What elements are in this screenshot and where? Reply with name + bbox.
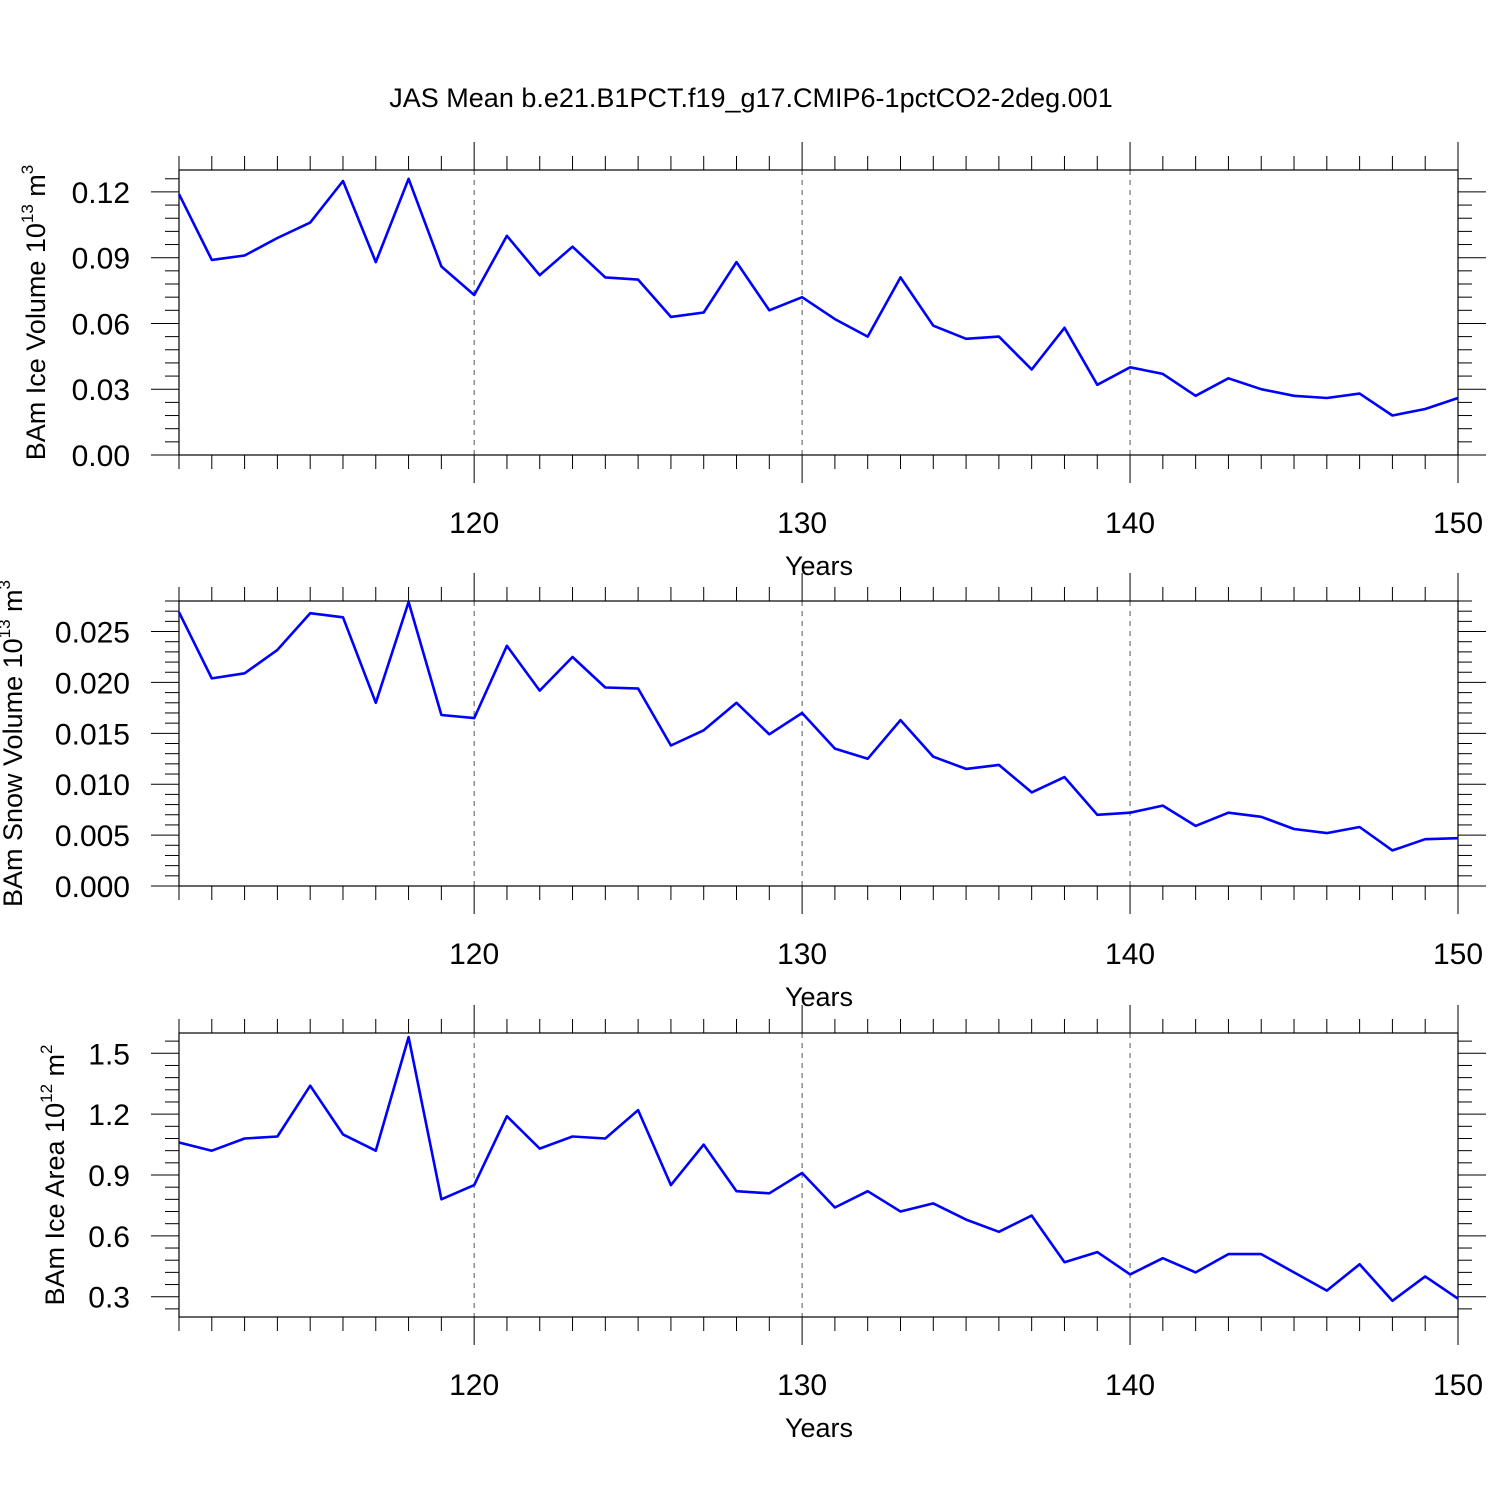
- series-line-ice-area: [178, 1035, 1459, 1303]
- x-tick-label: 140: [1105, 1369, 1155, 1402]
- x-tick-label: 150: [1433, 938, 1483, 971]
- figure-title: JAS Mean b.e21.B1PCT.f19_g17.CMIP6-1pctC…: [389, 83, 1112, 113]
- y-axis-label-unit: m: [40, 1054, 70, 1084]
- y-tick-label: 0.010: [55, 769, 130, 802]
- x-tick-label: 130: [777, 507, 827, 540]
- y-tick-label: 0.06: [72, 308, 130, 341]
- x-tick-label: 140: [1105, 507, 1155, 540]
- y-axis-label: BAm Ice Area 1012 m2: [37, 1045, 70, 1306]
- panels: 120 130 140 150 Years 0.00 0.03 0.06 0.09 0.12 BAm…: [0, 142, 1486, 1443]
- y-axis-label-main: BAm Ice Volume 10: [21, 223, 51, 460]
- y-axis-label-main: BAm Snow Volume 10: [0, 638, 28, 907]
- x-tick-label: 120: [449, 1369, 499, 1402]
- y-tick-label: 0.025: [55, 617, 130, 650]
- y-tick-label: 0.005: [55, 820, 130, 853]
- x-axis-label: Years: [785, 1413, 853, 1443]
- x-tick-label: 130: [777, 1369, 827, 1402]
- y-axis-label-unit-exp: 3: [18, 165, 37, 174]
- y-axis-label-unit: m: [21, 174, 51, 204]
- y-axis-label: BAm Snow Volume 1013 m3: [0, 580, 28, 907]
- plot-frame: [178, 1032, 1459, 1318]
- y-axis-label-unit-exp: 3: [0, 580, 14, 589]
- y-tick-label: 0.00: [72, 440, 130, 473]
- panel-ice-volume: 120 130 140 150 Years 0.00 0.03 0.06 0.09 0.12 BAm…: [18, 142, 1486, 581]
- series-line-ice-volume: [177, 177, 1459, 417]
- y-tick-label: 1.5: [88, 1038, 130, 1071]
- x-axis-label: Years: [785, 551, 853, 581]
- y-axis-label-unit: m: [0, 589, 28, 619]
- x-tick-label: 140: [1105, 938, 1155, 971]
- x-tick-label: 120: [449, 938, 499, 971]
- y-tick-label: 0.09: [72, 243, 130, 276]
- x-tick-label: 120: [449, 507, 499, 540]
- y-tick-label: 0.000: [55, 871, 130, 904]
- y-tick-label: 0.6: [88, 1221, 130, 1254]
- y-axis-label: BAm Ice Volume 1013 m3: [18, 165, 51, 461]
- y-axis-label-exp: 13: [0, 619, 14, 638]
- y-tick-label: 0.9: [88, 1160, 130, 1193]
- y-tick-label: 0.03: [72, 374, 130, 407]
- panel-ice-area: 120 130 140 150 Years 0.3 0.6 0.9 1.2 1.5 BAm Ice …: [37, 1005, 1486, 1443]
- x-axis-label: Years: [785, 982, 853, 1012]
- y-tick-label: 0.015: [55, 718, 130, 751]
- plot-frame: [178, 169, 1459, 456]
- y-axis-label-unit-exp: 2: [37, 1045, 56, 1054]
- y-axis-label-exp: 12: [37, 1084, 56, 1103]
- x-tick-label: 130: [777, 938, 827, 971]
- y-tick-label: 1.2: [88, 1099, 130, 1132]
- x-tick-label: 150: [1433, 1369, 1483, 1402]
- y-tick-label: 0.12: [72, 177, 130, 210]
- x-tick-label: 150: [1433, 507, 1483, 540]
- y-tick-label: 0.3: [88, 1282, 130, 1315]
- plot-frame: [178, 600, 1459, 887]
- y-tick-label: 0.020: [55, 667, 130, 700]
- y-axis-label-exp: 13: [18, 204, 37, 223]
- series-line-snow-volume: [177, 600, 1459, 852]
- y-axis-label-main: BAm Ice Area 10: [40, 1103, 70, 1306]
- panel-snow-volume: 120 130 140 150 Years 0.000 0.005 0.010 0.015 0.0…: [0, 573, 1486, 1012]
